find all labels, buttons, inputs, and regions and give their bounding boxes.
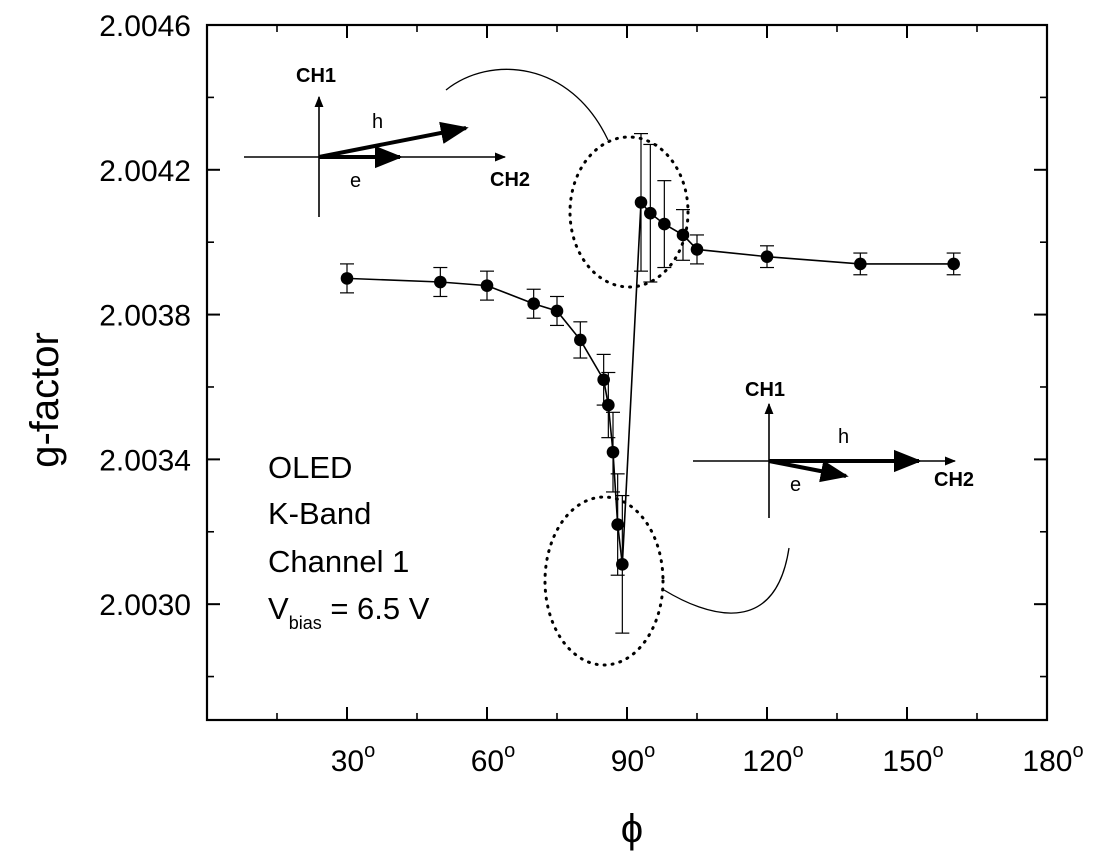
y-axis-label: g-factor <box>23 332 67 468</box>
data-point <box>597 373 610 387</box>
inset-top-ch1-label: CH1 <box>296 65 336 87</box>
x-tick-degree: o <box>1072 740 1083 762</box>
data-point <box>611 518 624 531</box>
data-point <box>602 398 615 412</box>
connector-curve-bottom <box>663 547 790 614</box>
legend-vbias: Vbias = 6.5 V <box>268 591 430 633</box>
inset-top-e-label: e <box>350 170 361 192</box>
y-tick-label: 2.0046 <box>99 10 191 43</box>
inset-bottom-ch1-label: CH1 <box>745 379 785 401</box>
vbias-main: V <box>268 591 289 626</box>
data-point <box>947 257 960 271</box>
x-tick-value: 150 <box>882 745 932 778</box>
y-tick-label: 2.0030 <box>99 589 191 622</box>
x-tick-label: 150o <box>882 740 943 778</box>
y-tick-label: 2.0038 <box>99 300 191 333</box>
inset-bottom-h-label: h <box>838 426 849 448</box>
legend-line-3: Channel 1 <box>268 544 409 579</box>
legend-line-2: K-Band <box>268 496 371 531</box>
x-tick-value: 180 <box>1022 745 1072 778</box>
data-point <box>854 257 867 271</box>
data-point <box>658 217 671 231</box>
x-tick-degree: o <box>364 740 375 762</box>
x-tick-label: 30o <box>331 740 376 778</box>
x-tick-degree: o <box>932 740 943 762</box>
y-tick-label: 2.0042 <box>99 155 191 188</box>
data-point <box>760 250 774 263</box>
x-tick-value: 120 <box>742 745 792 778</box>
inset-top-ch2-label: CH2 <box>490 169 530 191</box>
y-tick-label: 2.0034 <box>99 444 191 477</box>
x-tick-label: 120o <box>742 740 803 778</box>
x-tick-degree: o <box>504 740 515 762</box>
x-tick-value: 90 <box>611 745 644 778</box>
inset-top-diagram: CH1 CH2 h e <box>244 65 530 217</box>
inset-bottom-diagram: CH1 CH2 h e <box>693 379 974 518</box>
x-tick-degree: o <box>644 740 655 762</box>
highlight-ellipse-top <box>568 135 690 289</box>
connector-curve-top <box>445 68 609 141</box>
inset-bottom-ch2-label: CH2 <box>934 469 974 491</box>
x-tick-degree: o <box>792 740 803 762</box>
x-tick-value: 60 <box>471 745 504 778</box>
y-tick-labels: 2.0030 2.0034 2.0038 2.0042 2.0046 <box>99 10 191 622</box>
x-tick-label: 180o <box>1022 740 1083 778</box>
data-point <box>527 297 540 311</box>
x-tick-label: 90o <box>611 740 656 778</box>
data-series <box>340 132 961 634</box>
data-point <box>480 279 494 292</box>
data-point <box>340 272 354 285</box>
x-tick-label: 60o <box>471 740 516 778</box>
inset-top-h-vector <box>318 121 469 159</box>
x-tick-value: 30 <box>331 745 364 778</box>
data-point <box>606 445 620 459</box>
data-point <box>616 558 629 571</box>
inset-bottom-e-label: e <box>790 474 801 496</box>
vbias-sub: bias <box>289 613 322 633</box>
data-point <box>434 275 447 289</box>
data-point <box>574 333 587 347</box>
x-axis-label: ϕ <box>621 807 643 851</box>
data-point <box>634 196 648 209</box>
condition-legend: OLED K-Band Channel 1 Vbias = 6.5 V <box>268 450 430 633</box>
vbias-value: = 6.5 V <box>322 591 430 626</box>
highlight-ellipse-bottom <box>543 495 665 667</box>
x-tick-labels: 30o 60o 90o 120o 150o 180o <box>331 740 1084 778</box>
data-point <box>644 206 657 220</box>
data-point <box>676 228 690 242</box>
data-point <box>550 304 564 318</box>
axis-ticks <box>207 24 1048 720</box>
inset-top-h-label: h <box>372 111 383 133</box>
inset-bottom-e-vector <box>768 459 849 483</box>
legend-line-1: OLED <box>268 450 352 485</box>
data-point <box>690 243 704 256</box>
